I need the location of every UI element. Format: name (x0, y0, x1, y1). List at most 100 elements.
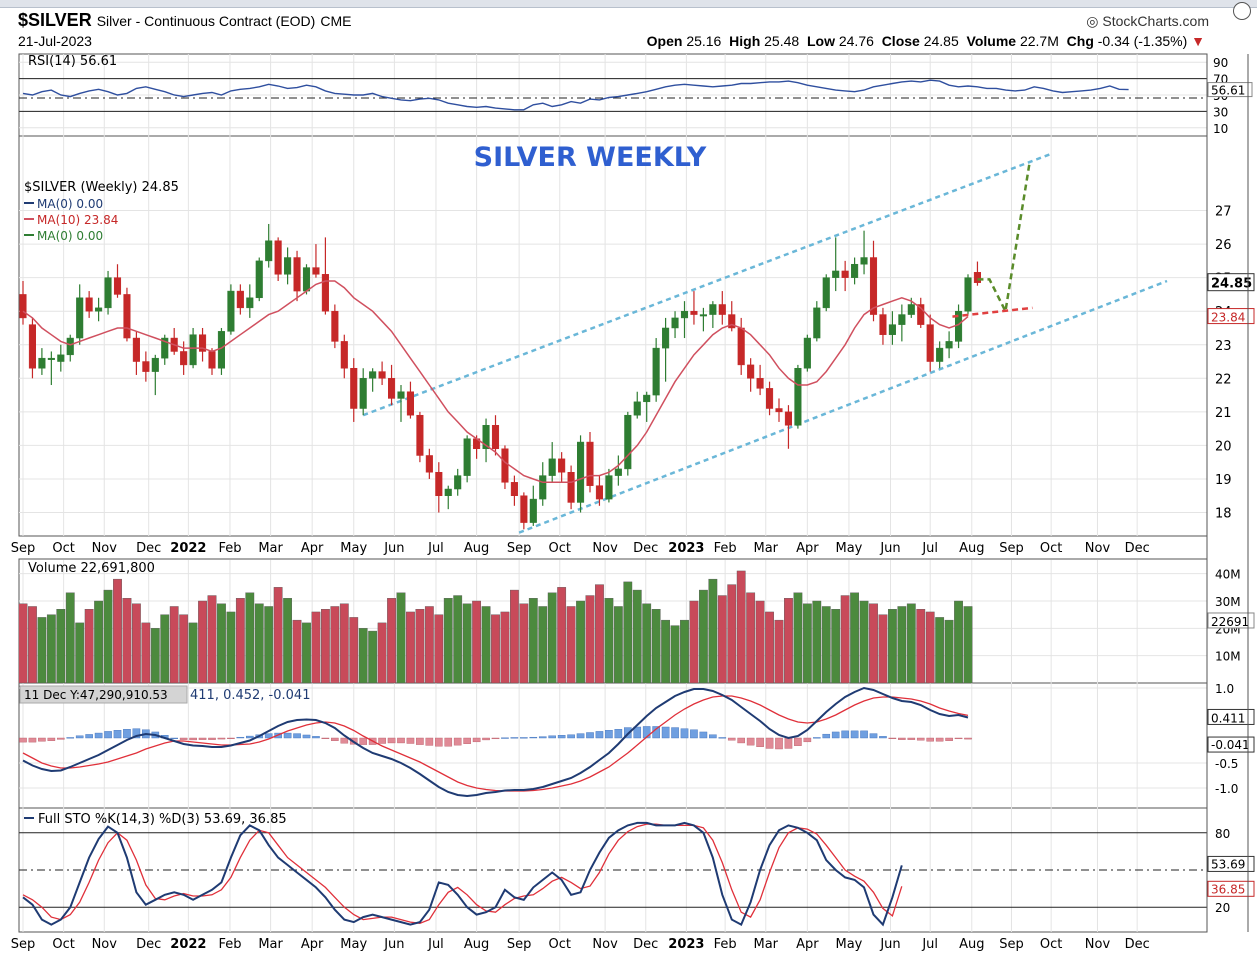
quote-date: 21-Jul-2023 (18, 33, 92, 49)
macd-histogram-bar (954, 737, 963, 740)
candle-body (236, 290, 244, 309)
macd-histogram-bar (813, 737, 821, 739)
rsi-title: RSI(14) 56.61 (28, 54, 117, 69)
bottom-axis-label: Nov (92, 937, 118, 952)
volume-bar (802, 603, 812, 684)
volume-bar (765, 611, 774, 684)
volume-bar (859, 600, 869, 684)
macd-histogram-bar (208, 737, 216, 740)
macd-histogram-bar (907, 737, 916, 740)
bottom-axis-label: Apr (301, 937, 324, 952)
candle-body (501, 448, 509, 483)
legend-ma0b: MA(0) 0.00 (37, 229, 103, 243)
scroll-knob-icon[interactable] (1233, 2, 1251, 20)
candle-body (898, 314, 906, 325)
volume-bar (613, 606, 623, 684)
bottom-axis-label: Sep (507, 937, 532, 952)
candle-body (321, 274, 329, 312)
macd-histogram-bar (850, 730, 859, 739)
macd-histogram-bar (709, 734, 717, 739)
volume-bar (103, 589, 113, 684)
candle-body (699, 314, 707, 317)
macd-histogram-bar (293, 733, 301, 739)
volume-bar (632, 589, 642, 684)
symbol: $SILVER (18, 10, 92, 30)
candle-body (586, 441, 594, 486)
macd-histogram-bar (425, 737, 434, 746)
bottom-axis-label: Jun (383, 937, 404, 952)
candle-body (255, 260, 263, 299)
symbol-header: $SILVER Silver - Continuous Contract (EO… (18, 10, 351, 31)
candle-body (151, 357, 159, 372)
candle-body (378, 371, 386, 379)
volume-bar (510, 589, 519, 684)
bottom-axis-label: Dec (136, 937, 161, 952)
volume-bar (869, 603, 878, 684)
candle-body (813, 307, 821, 339)
candle-body (95, 307, 103, 312)
volume-bar (944, 619, 954, 684)
candle-body (199, 334, 207, 352)
volume-bar (557, 587, 567, 684)
low-value: 24.76 (838, 33, 874, 49)
candle-body (76, 297, 84, 339)
volume-bar (84, 609, 94, 684)
top-axis-label: Oct (549, 541, 571, 556)
top-axis-label: Jun (383, 541, 404, 556)
macd-histogram-bar (964, 737, 972, 740)
candle-body (633, 401, 641, 416)
volume-bar (65, 592, 75, 684)
candle-body (132, 337, 140, 362)
macd-histogram-bar (916, 737, 925, 741)
volume-bar (935, 617, 945, 684)
macd-histogram-bar (614, 729, 623, 739)
macd-histogram-bar (189, 737, 197, 741)
macd-histogram-bar (690, 729, 698, 739)
candle-body (917, 304, 925, 325)
volume-bar (462, 603, 472, 684)
volume-bar (897, 606, 907, 684)
candle-body (652, 347, 660, 396)
volume-bar (207, 595, 217, 684)
volume-bar (689, 600, 699, 684)
candle-body (85, 297, 93, 312)
top-axis-label: May (835, 541, 862, 556)
volume-bar (576, 600, 585, 684)
macd-histogram-bar (737, 737, 745, 744)
bottom-axis-label: Aug (464, 937, 489, 952)
bottom-axis-label: Nov (592, 937, 618, 952)
candle-body (57, 354, 65, 362)
candle-body (265, 240, 273, 262)
macd-histogram-bar (94, 732, 103, 739)
macd-histogram-bar (501, 737, 509, 739)
candle-body (510, 482, 518, 496)
bottom-axis-label: 2023 (668, 937, 704, 952)
sto-d-line (22, 823, 903, 924)
contract-name: Silver - Continuous Contract (EOD) (96, 13, 316, 29)
bottom-axis-bg (0, 935, 1207, 952)
candle-body (643, 394, 651, 403)
candle-body (482, 425, 490, 450)
candle-body (246, 297, 254, 309)
top-axis-label: Aug (959, 541, 984, 556)
chg-label: Chg (1066, 33, 1094, 49)
volume-bar (273, 587, 283, 684)
macd-histogram-bar (57, 737, 65, 740)
rsi-tick-label: 10 (1213, 122, 1228, 136)
top-axis-label: 2023 (668, 541, 704, 556)
candle-body (577, 441, 585, 503)
candle-body (388, 378, 396, 399)
bottom-axis-label: Feb (714, 937, 737, 952)
volume-bar (954, 600, 963, 684)
volume-bar (46, 614, 56, 684)
top-axis-label: Jul (921, 541, 938, 556)
candle-body (369, 371, 377, 379)
ma-last-label: 23.84 (1211, 311, 1245, 325)
candle-body (142, 361, 150, 372)
macd-tick-label: -1.0 (1215, 782, 1238, 796)
volume-bar (604, 598, 614, 684)
tooltip-box (19, 685, 188, 704)
macd-histogram-bar (312, 736, 320, 739)
macd-histogram-bar (557, 735, 566, 739)
top-axis-label: Oct (52, 541, 74, 556)
